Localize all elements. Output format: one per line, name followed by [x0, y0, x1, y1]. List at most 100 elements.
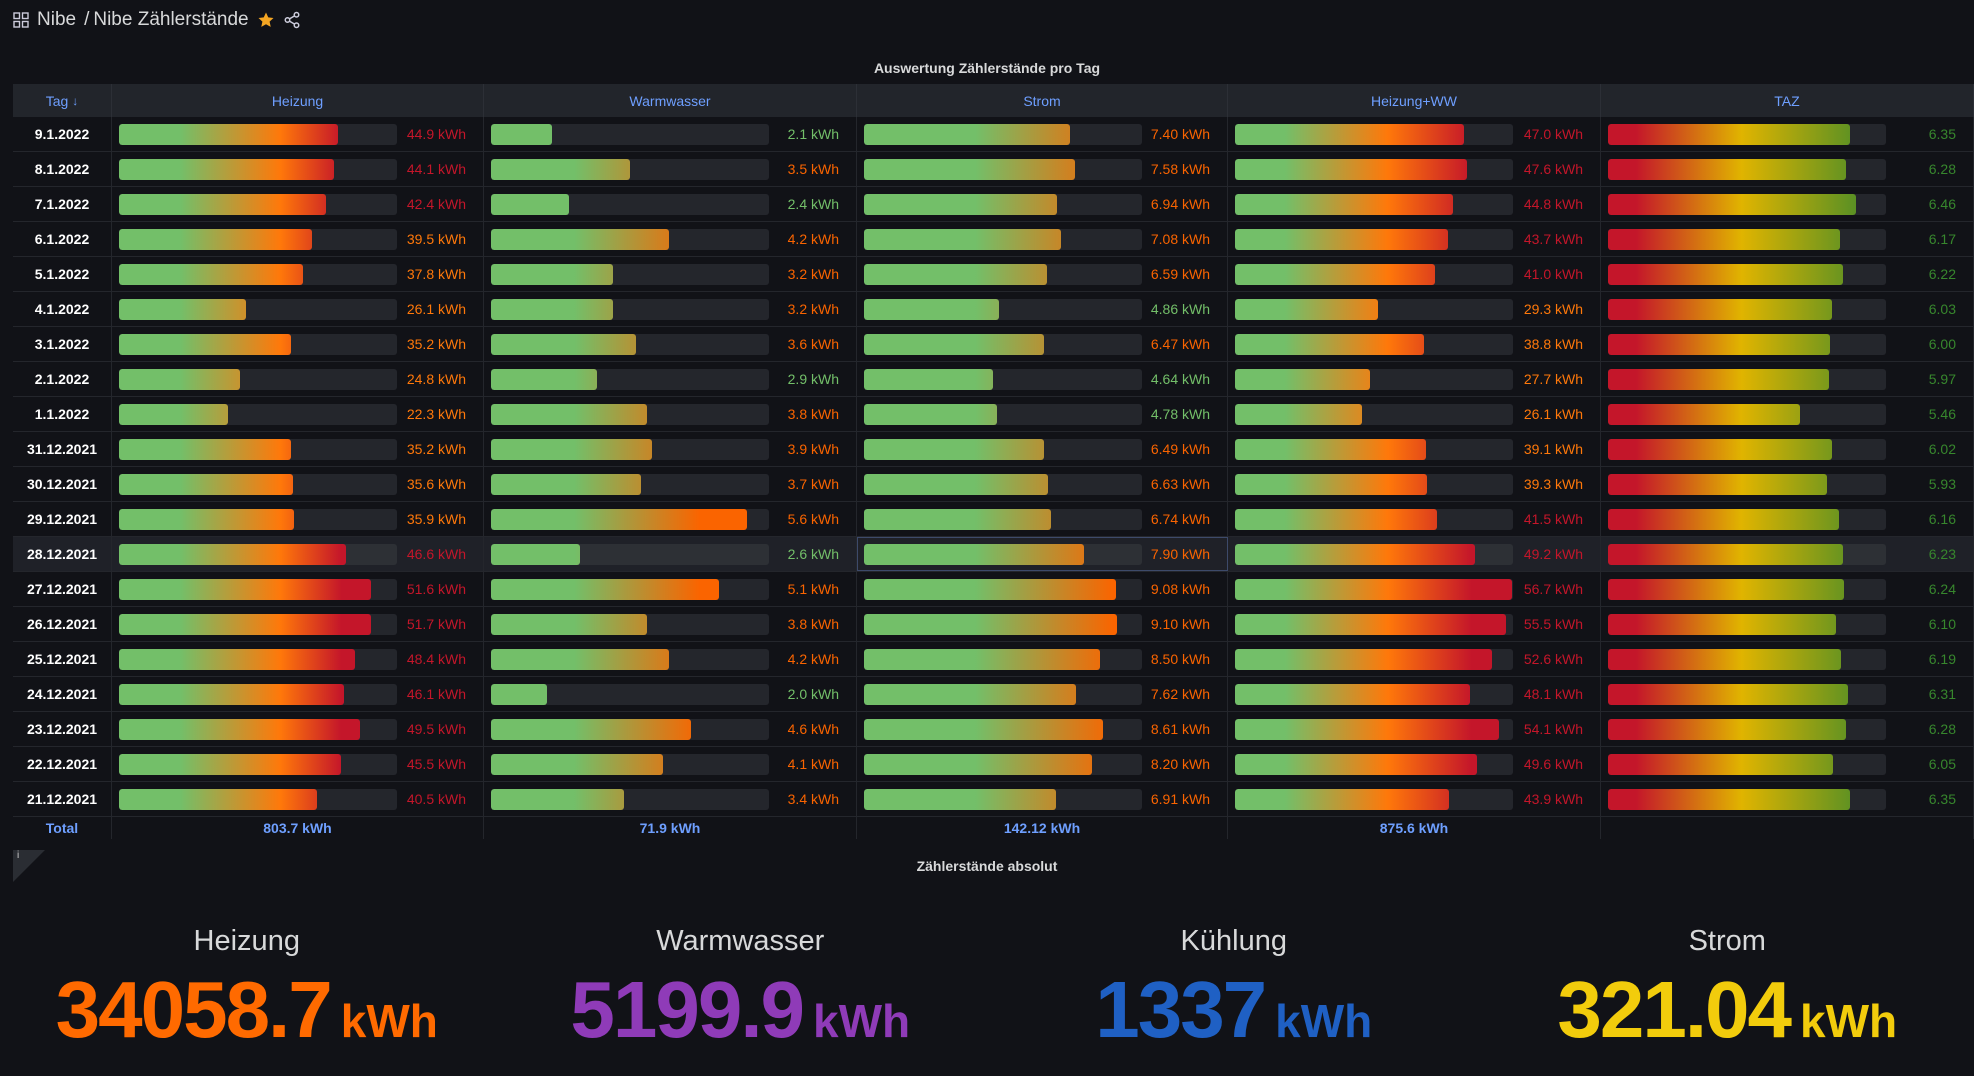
column-header-heizung-ww[interactable]: Heizung+WW: [1228, 84, 1601, 117]
gauge-cell-strom[interactable]: 6.49 kWh: [857, 432, 1228, 466]
gauge-cell-strom[interactable]: 8.20 kWh: [857, 747, 1228, 781]
gauge-cell-heizung[interactable]: 35.6 kWh: [112, 467, 484, 501]
gauge-cell-taz[interactable]: 6.00: [1601, 327, 1974, 361]
sort-desc-icon[interactable]: ↓: [72, 93, 79, 108]
gauge-cell-strom[interactable]: 7.58 kWh: [857, 152, 1228, 186]
gauge-cell-heizung[interactable]: 44.9 kWh: [112, 117, 484, 151]
column-header-taz[interactable]: TAZ: [1601, 84, 1974, 117]
table-row[interactable]: 9.1.2022 44.9 kWh 2.1 kWh 7.40 kWh 47.0 kWh 6…: [13, 117, 1974, 152]
gauge-cell-taz[interactable]: 6.03: [1601, 292, 1974, 326]
gauge-cell-taz[interactable]: 6.28: [1601, 712, 1974, 746]
gauge-cell-taz[interactable]: 6.17: [1601, 222, 1974, 256]
table-row[interactable]: 6.1.2022 39.5 kWh 4.2 kWh 7.08 kWh 43.7 kWh 6…: [13, 222, 1974, 257]
gauge-cell-strom[interactable]: 6.63 kWh: [857, 467, 1228, 501]
gauge-cell-warmwasser[interactable]: 3.9 kWh: [484, 432, 857, 466]
gauge-cell-heizung-ww[interactable]: 48.1 kWh: [1228, 677, 1601, 711]
column-header-strom[interactable]: Strom: [857, 84, 1228, 117]
table-row[interactable]: 8.1.2022 44.1 kWh 3.5 kWh 7.58 kWh 47.6 kWh 6…: [13, 152, 1974, 187]
gauge-cell-strom[interactable]: 4.64 kWh: [857, 362, 1228, 396]
star-icon[interactable]: [257, 11, 275, 29]
column-header-tag[interactable]: Tag ↓: [13, 84, 112, 117]
gauge-cell-heizung-ww[interactable]: 41.5 kWh: [1228, 502, 1601, 536]
gauge-cell-heizung[interactable]: 46.6 kWh: [112, 537, 484, 571]
gauge-cell-warmwasser[interactable]: 4.6 kWh: [484, 712, 857, 746]
gauge-cell-taz[interactable]: 6.23: [1601, 537, 1974, 571]
table-row[interactable]: 26.12.2021 51.7 kWh 3.8 kWh 9.10 kWh 55.5 kW…: [13, 607, 1974, 642]
gauge-cell-heizung-ww[interactable]: 41.0 kWh: [1228, 257, 1601, 291]
gauge-cell-warmwasser[interactable]: 3.8 kWh: [484, 607, 857, 641]
gauge-cell-strom[interactable]: 4.78 kWh: [857, 397, 1228, 431]
table-row[interactable]: 7.1.2022 42.4 kWh 2.4 kWh 6.94 kWh 44.8 kWh 6…: [13, 187, 1974, 222]
gauge-cell-heizung[interactable]: 51.7 kWh: [112, 607, 484, 641]
gauge-cell-heizung[interactable]: 44.1 kWh: [112, 152, 484, 186]
table-row[interactable]: 1.1.2022 22.3 kWh 3.8 kWh 4.78 kWh 26.1 kWh 5…: [13, 397, 1974, 432]
gauge-cell-heizung[interactable]: 26.1 kWh: [112, 292, 484, 326]
table-row[interactable]: 21.12.2021 40.5 kWh 3.4 kWh 6.91 kWh 43.9 kW…: [13, 782, 1974, 817]
table-row[interactable]: 24.12.2021 46.1 kWh 2.0 kWh 7.62 kWh 48.1 kW…: [13, 677, 1974, 712]
table-row[interactable]: 25.12.2021 48.4 kWh 4.2 kWh 8.50 kWh 52.6 kW…: [13, 642, 1974, 677]
gauge-cell-taz[interactable]: 6.16: [1601, 502, 1974, 536]
table-row[interactable]: 3.1.2022 35.2 kWh 3.6 kWh 6.47 kWh 38.8 kWh 6…: [13, 327, 1974, 362]
gauge-cell-taz[interactable]: 5.97: [1601, 362, 1974, 396]
gauge-cell-taz[interactable]: 6.35: [1601, 117, 1974, 151]
gauge-cell-heizung[interactable]: 48.4 kWh: [112, 642, 484, 676]
gauge-cell-heizung-ww[interactable]: 26.1 kWh: [1228, 397, 1601, 431]
gauge-cell-taz[interactable]: 5.46: [1601, 397, 1974, 431]
gauge-cell-strom[interactable]: 6.94 kWh: [857, 187, 1228, 221]
gauge-cell-heizung[interactable]: 22.3 kWh: [112, 397, 484, 431]
gauge-cell-warmwasser[interactable]: 2.0 kWh: [484, 677, 857, 711]
gauge-cell-warmwasser[interactable]: 3.6 kWh: [484, 327, 857, 361]
gauge-cell-warmwasser[interactable]: 3.2 kWh: [484, 292, 857, 326]
table-row[interactable]: 22.12.2021 45.5 kWh 4.1 kWh 8.20 kWh 49.6 kW…: [13, 747, 1974, 782]
gauge-cell-heizung-ww[interactable]: 49.6 kWh: [1228, 747, 1601, 781]
gauge-cell-warmwasser[interactable]: 3.2 kWh: [484, 257, 857, 291]
gauge-cell-heizung[interactable]: 35.9 kWh: [112, 502, 484, 536]
gauge-cell-taz[interactable]: 6.28: [1601, 152, 1974, 186]
gauge-cell-taz[interactable]: 6.02: [1601, 432, 1974, 466]
gauge-cell-heizung-ww[interactable]: 52.6 kWh: [1228, 642, 1601, 676]
table-row[interactable]: 31.12.2021 35.2 kWh 3.9 kWh 6.49 kWh 39.1 kW…: [13, 432, 1974, 467]
gauge-cell-heizung[interactable]: 45.5 kWh: [112, 747, 484, 781]
gauge-cell-warmwasser[interactable]: 2.6 kWh: [484, 537, 857, 571]
gauge-cell-taz[interactable]: 6.24: [1601, 572, 1974, 606]
gauge-cell-warmwasser[interactable]: 4.2 kWh: [484, 222, 857, 256]
gauge-cell-heizung-ww[interactable]: 29.3 kWh: [1228, 292, 1601, 326]
share-icon[interactable]: [283, 11, 301, 29]
gauge-cell-heizung[interactable]: 24.8 kWh: [112, 362, 484, 396]
info-icon[interactable]: i: [17, 850, 20, 861]
gauge-cell-heizung-ww[interactable]: 55.5 kWh: [1228, 607, 1601, 641]
gauge-cell-heizung[interactable]: 39.5 kWh: [112, 222, 484, 256]
dashboard-title[interactable]: Nibe Zählerstände: [93, 9, 249, 30]
gauge-cell-taz[interactable]: 6.31: [1601, 677, 1974, 711]
gauge-cell-warmwasser[interactable]: 5.6 kWh: [484, 502, 857, 536]
gauge-cell-taz[interactable]: 6.10: [1601, 607, 1974, 641]
gauge-cell-heizung[interactable]: 42.4 kWh: [112, 187, 484, 221]
gauge-cell-heizung-ww[interactable]: 43.9 kWh: [1228, 782, 1601, 816]
gauge-cell-heizung-ww[interactable]: 44.8 kWh: [1228, 187, 1601, 221]
column-header-heizung[interactable]: Heizung: [112, 84, 484, 117]
table-row[interactable]: 27.12.2021 51.6 kWh 5.1 kWh 9.08 kWh 56.7 kW…: [13, 572, 1974, 607]
gauge-cell-strom[interactable]: 6.91 kWh: [857, 782, 1228, 816]
dashboard-grid-icon[interactable]: [13, 12, 29, 28]
gauge-cell-warmwasser[interactable]: 3.7 kWh: [484, 467, 857, 501]
gauge-cell-heizung-ww[interactable]: 49.2 kWh: [1228, 537, 1601, 571]
gauge-cell-strom[interactable]: 6.47 kWh: [857, 327, 1228, 361]
gauge-cell-strom[interactable]: 6.59 kWh: [857, 257, 1228, 291]
gauge-cell-taz[interactable]: 6.05: [1601, 747, 1974, 781]
gauge-cell-heizung-ww[interactable]: 27.7 kWh: [1228, 362, 1601, 396]
gauge-cell-strom[interactable]: 7.40 kWh: [857, 117, 1228, 151]
gauge-cell-warmwasser[interactable]: 3.4 kWh: [484, 782, 857, 816]
gauge-cell-warmwasser[interactable]: 2.1 kWh: [484, 117, 857, 151]
gauge-cell-taz[interactable]: 6.22: [1601, 257, 1974, 291]
table-row[interactable]: 23.12.2021 49.5 kWh 4.6 kWh 8.61 kWh 54.1 kW…: [13, 712, 1974, 747]
gauge-cell-warmwasser[interactable]: 2.4 kWh: [484, 187, 857, 221]
breadcrumb-folder[interactable]: Nibe: [37, 9, 77, 30]
gauge-cell-heizung-ww[interactable]: 43.7 kWh: [1228, 222, 1601, 256]
gauge-cell-warmwasser[interactable]: 4.1 kWh: [484, 747, 857, 781]
gauge-cell-strom[interactable]: 9.10 kWh: [857, 607, 1228, 641]
gauge-cell-heizung[interactable]: 35.2 kWh: [112, 432, 484, 466]
gauge-cell-heizung[interactable]: 40.5 kWh: [112, 782, 484, 816]
gauge-cell-taz[interactable]: 5.93: [1601, 467, 1974, 501]
gauge-cell-heizung-ww[interactable]: 47.6 kWh: [1228, 152, 1601, 186]
gauge-cell-heizung[interactable]: 46.1 kWh: [112, 677, 484, 711]
